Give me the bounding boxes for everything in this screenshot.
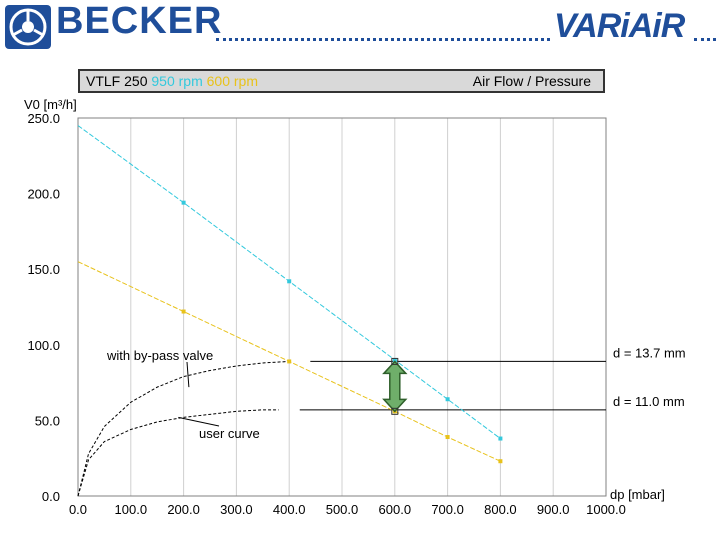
y-tick-label: 250.0 <box>27 111 60 126</box>
x-tick-label: 800.0 <box>484 502 517 517</box>
operating-range <box>382 357 408 415</box>
series-point <box>287 359 292 364</box>
y-tick-label: 0.0 <box>42 489 60 504</box>
series-line <box>77 125 501 439</box>
y-tick-label: 150.0 <box>27 262 60 277</box>
header-dotted-rule <box>216 38 550 41</box>
series-point <box>498 459 503 464</box>
rpm-low-label: 600 rpm <box>206 73 258 89</box>
operating-point-marker <box>391 357 399 365</box>
series-point <box>445 435 450 440</box>
y-tick-label: 50.0 <box>35 413 60 428</box>
x-tick-label: 100.0 <box>115 502 148 517</box>
callout-leader-line <box>186 361 190 388</box>
y-axis-label: V0 [m³/h] <box>24 97 77 112</box>
x-tick-label: 0.0 <box>69 502 87 517</box>
model-name: VTLF 250 <box>86 73 148 89</box>
operating-point-marker <box>391 407 399 415</box>
curve-callout-label: user curve <box>199 426 260 441</box>
series-line <box>77 261 501 462</box>
series-point <box>498 436 503 441</box>
x-axis-label: dp [mbar] <box>610 487 665 502</box>
annotation-label: d = 13.7 mm <box>613 345 686 360</box>
user-curves: with by-pass valve user curve <box>77 348 290 497</box>
annotation-label: d = 11.0 mm <box>613 394 685 409</box>
chart-title-bar: VTLF 250 950 rpm 600 rpm Air Flow / Pres… <box>78 69 605 93</box>
variair-brand-text: VARiAiR <box>554 7 685 45</box>
becker-brand-text: BECKER <box>56 0 223 42</box>
tick-labels: 0.0 100.0 200.0 300.0 400.0 500.0 600.0 700.0 80… <box>27 111 625 517</box>
becker-fan-logo-icon <box>5 5 51 49</box>
user-curve-line <box>77 360 290 497</box>
x-tick-label: 300.0 <box>220 502 253 517</box>
x-tick-label: 900.0 <box>537 502 570 517</box>
y-tick-label: 200.0 <box>27 187 60 202</box>
header-dotted-rule-right <box>694 38 716 41</box>
operating-range-double-arrow <box>382 360 408 413</box>
callout-leader-line <box>178 416 220 427</box>
grid <box>130 118 554 496</box>
x-tick-label: 600.0 <box>379 502 412 517</box>
annotations: d = 13.7 mm d = 11.0 mm <box>299 345 686 411</box>
series-point <box>181 200 186 205</box>
chart-subtitle: Air Flow / Pressure <box>472 73 591 89</box>
x-tick-label: 200.0 <box>167 502 200 517</box>
x-tick-label: 400.0 <box>273 502 306 517</box>
x-tick-label: 1000.0 <box>586 502 626 517</box>
curve-callout-label: with by-pass valve <box>106 348 213 363</box>
x-tick-label: 500.0 <box>326 502 359 517</box>
series-point <box>287 279 292 284</box>
series-point <box>445 397 450 402</box>
plot-frame <box>77 117 607 497</box>
rpm-high-label: 950 rpm <box>151 73 203 89</box>
x-tick-label: 700.0 <box>431 502 464 517</box>
series-point <box>181 309 186 314</box>
header: BECKER VARiAiR <box>0 0 720 60</box>
title-left: VTLF 250 950 rpm 600 rpm <box>86 71 258 91</box>
series-point <box>392 357 397 362</box>
y-tick-label: 100.0 <box>27 338 60 353</box>
series <box>77 125 503 464</box>
user-curve-line <box>77 409 279 497</box>
